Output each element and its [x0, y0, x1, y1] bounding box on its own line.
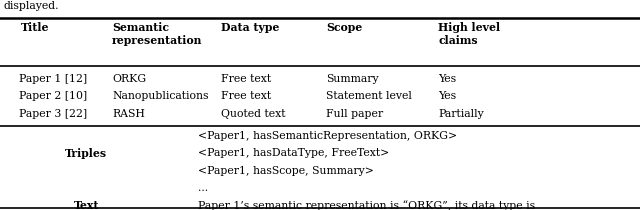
Text: Semantic
representation: Semantic representation	[112, 22, 202, 46]
Text: <Paper1, hasDataType, FreeText>: <Paper1, hasDataType, FreeText>	[198, 148, 390, 159]
Text: Paper 1’s semantic representation is “ORKG”, its data type is: Paper 1’s semantic representation is “OR…	[198, 200, 536, 210]
Text: <Paper1, hasScope, Summary>: <Paper1, hasScope, Summary>	[198, 166, 374, 176]
Text: Paper 3 [22]: Paper 3 [22]	[19, 109, 87, 119]
Text: Quoted text: Quoted text	[221, 109, 285, 119]
Text: Summary: Summary	[326, 74, 379, 84]
Text: Full paper: Full paper	[326, 109, 383, 119]
Text: ...: ...	[198, 183, 209, 193]
Text: ORKG: ORKG	[112, 74, 146, 84]
Text: <Paper1, hasSemanticRepresentation, ORKG>: <Paper1, hasSemanticRepresentation, ORKG…	[198, 131, 458, 141]
Text: Nanopublications: Nanopublications	[112, 91, 209, 101]
Text: Free text: Free text	[221, 91, 271, 101]
Text: Text: Text	[74, 200, 99, 210]
Text: High level
claims: High level claims	[438, 22, 500, 46]
Text: Yes: Yes	[438, 91, 456, 101]
Text: Scope: Scope	[326, 22, 363, 33]
Text: RASH: RASH	[112, 109, 145, 119]
Text: Statement level: Statement level	[326, 91, 412, 101]
Text: Triples: Triples	[65, 148, 108, 159]
Text: Partially: Partially	[438, 109, 484, 119]
Text: Paper 2 [10]: Paper 2 [10]	[19, 91, 87, 101]
Text: Data type: Data type	[221, 22, 279, 33]
Text: Paper 1 [12]: Paper 1 [12]	[19, 74, 87, 84]
Text: Title: Title	[21, 22, 49, 33]
Text: displayed.: displayed.	[3, 1, 59, 11]
Text: Yes: Yes	[438, 74, 456, 84]
Text: Free text: Free text	[221, 74, 271, 84]
